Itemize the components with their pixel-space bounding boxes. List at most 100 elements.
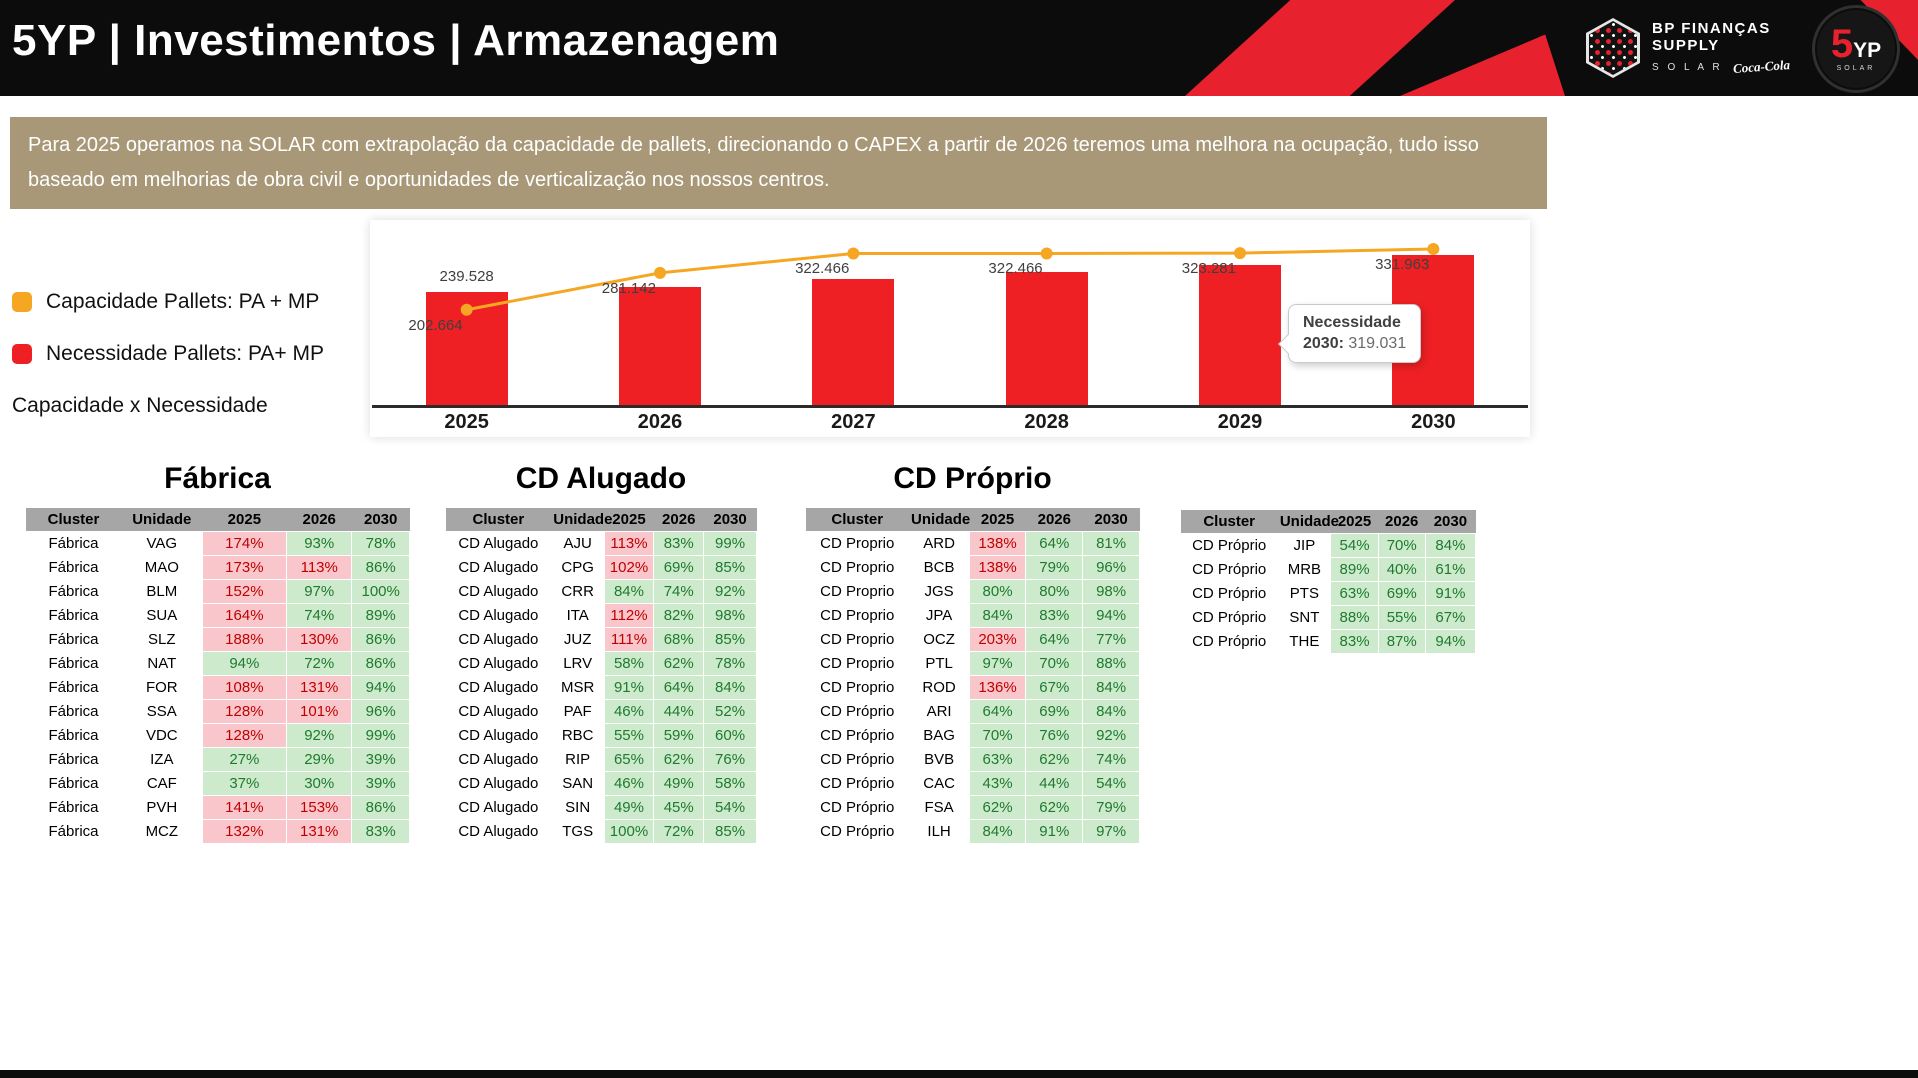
cluster-cell: CD Alugado [445, 699, 552, 724]
capacity-point [1040, 247, 1053, 260]
occupancy-cell: 76% [703, 747, 757, 772]
5yp-badge-logo: 5 YP SOLAR [1812, 5, 1900, 93]
table-row: Fábrica NAT 94% 72% 86% [25, 651, 410, 676]
occupancy-cell: 78% [351, 531, 410, 556]
occupancy-cell: 83% [1330, 629, 1379, 654]
occupancy-cell: 164% [201, 603, 288, 628]
unit-cell: SIN [550, 795, 605, 820]
occupancy-cell: 40% [1377, 557, 1426, 582]
unit-cell: MCZ [121, 819, 203, 844]
occupancy-cell: 69% [1025, 699, 1084, 724]
occupancy-cell: 80% [1025, 579, 1084, 604]
capacity-line [460, 243, 1440, 316]
unit-cell: THE [1277, 629, 1332, 654]
hexagon-logo-icon [1586, 18, 1640, 78]
occupancy-cell: 138% [968, 531, 1027, 556]
capacity-value-label: 202.664 [408, 316, 463, 334]
table-row: CD Proprio OCZ 203% 64% 77% [805, 627, 1140, 652]
occupancy-cell: 131% [286, 819, 353, 844]
occupancy-cell: 84% [603, 579, 655, 604]
table-cd-proprio: Cluster Unidade 2025 2026 2030 CD Proprio ARD 1… [805, 508, 1140, 844]
occupancy-cell: 46% [603, 771, 655, 796]
capacity-point [654, 266, 666, 279]
table-row: CD Próprio PTS 63% 69% 91% [1179, 581, 1477, 606]
occupancy-cell: 85% [703, 819, 757, 844]
cluster-cell: Fábrica [25, 651, 122, 676]
table-row: CD Alugado MSR 91% 64% 84% [445, 675, 757, 700]
column-header: Unidade [1277, 510, 1339, 534]
x-axis-label: 2029 [1217, 411, 1263, 433]
occupancy-cell: 92% [286, 723, 353, 748]
table-row: CD Alugado PAF 46% 44% 52% [445, 699, 757, 724]
table-row: Fábrica VDC 128% 92% 99% [25, 723, 410, 748]
occupancy-cell: 64% [968, 699, 1027, 724]
table-row: Fábrica BLM 152% 97% 100% [25, 579, 410, 604]
occupancy-cell: 93% [286, 531, 353, 556]
solar-wordmark: S O L A R [1652, 61, 1723, 73]
unit-cell: BCB [908, 555, 970, 580]
cluster-cell: Fábrica [25, 579, 122, 604]
capacity-value-label: 322.466 [795, 260, 850, 278]
occupancy-cell: 91% [1424, 581, 1477, 606]
occupancy-cell: 65% [603, 747, 655, 772]
unit-cell: JGS [908, 579, 970, 604]
cluster-cell: CD Proprio [805, 603, 910, 628]
table-row: Fábrica SSA 128% 101% 96% [25, 699, 410, 724]
capacity-point [1427, 243, 1440, 255]
bottom-strip [0, 1070, 1918, 1078]
unit-cell: ROD [908, 675, 970, 700]
bar-value-label: 239.528 [439, 268, 494, 286]
occupancy-cell: 62% [1025, 795, 1084, 820]
occupancy-cell: 83% [653, 531, 705, 556]
occupancy-cell: 100% [351, 579, 410, 604]
cluster-cell: Fábrica [25, 531, 122, 556]
table-row: Fábrica MAO 173% 113% 86% [25, 555, 410, 580]
unit-cell: FOR [121, 675, 203, 700]
occupancy-cell: 55% [1377, 605, 1426, 630]
occupancy-cell: 152% [201, 579, 288, 604]
occupancy-cell: 81% [1082, 531, 1140, 556]
capacity-point [847, 247, 860, 260]
table-row: CD Alugado SIN 49% 45% 54% [445, 795, 757, 820]
occupancy-cell: 44% [653, 699, 705, 724]
cluster-cell: CD Alugado [445, 675, 552, 700]
occupancy-cell: 99% [351, 723, 410, 748]
table-row: Fábrica FOR 108% 131% 94% [25, 675, 410, 700]
unit-cell: MRB [1277, 557, 1332, 582]
page-title: 5YP | Investimentos | Armazenagem [12, 16, 780, 65]
occupancy-cell: 84% [1082, 675, 1140, 700]
table-row: CD Próprio FSA 62% 62% 79% [805, 795, 1140, 820]
table-row: Fábrica MCZ 132% 131% 83% [25, 819, 410, 844]
occupancy-cell: 37% [201, 771, 288, 796]
column-header: Cluster [25, 508, 122, 532]
occupancy-cell: 108% [201, 675, 288, 700]
table-row: Fábrica VAG 174% 93% 78% [25, 531, 410, 556]
column-header: 2025 [202, 508, 287, 532]
table-row: CD Alugado RIP 65% 62% 76% [445, 747, 757, 772]
unit-cell: BAG [908, 723, 970, 748]
occupancy-cell: 49% [653, 771, 705, 796]
unit-cell: RBC [550, 723, 605, 748]
table-row: CD Próprio MRB 89% 40% 61% [1179, 557, 1477, 582]
need-bar [1199, 265, 1281, 405]
occupancy-cell: 86% [351, 627, 410, 652]
cluster-cell: CD Próprio [805, 819, 910, 844]
chart-subtitle: Capacidade x Necessidade [12, 394, 268, 417]
occupancy-cell: 98% [703, 603, 757, 628]
unit-cell: AJU [550, 531, 605, 556]
capacity-value-label: 323.281 [1181, 260, 1236, 278]
x-axis-line [372, 405, 1528, 408]
table-row: CD Próprio ILH 84% 91% 97% [805, 819, 1140, 844]
tooltip-title: Necessidade [1303, 314, 1401, 331]
occupancy-cell: 188% [201, 627, 288, 652]
occupancy-cell: 62% [968, 795, 1027, 820]
occupancy-cell: 39% [351, 747, 410, 772]
occupancy-cell: 70% [1025, 651, 1084, 676]
occupancy-cell: 94% [351, 675, 410, 700]
occupancy-cell: 173% [201, 555, 288, 580]
cluster-cell: CD Alugado [445, 771, 552, 796]
occupancy-cell: 84% [968, 819, 1027, 844]
cluster-cell: Fábrica [25, 627, 122, 652]
occupancy-cell: 130% [286, 627, 353, 652]
occupancy-cell: 74% [653, 579, 705, 604]
